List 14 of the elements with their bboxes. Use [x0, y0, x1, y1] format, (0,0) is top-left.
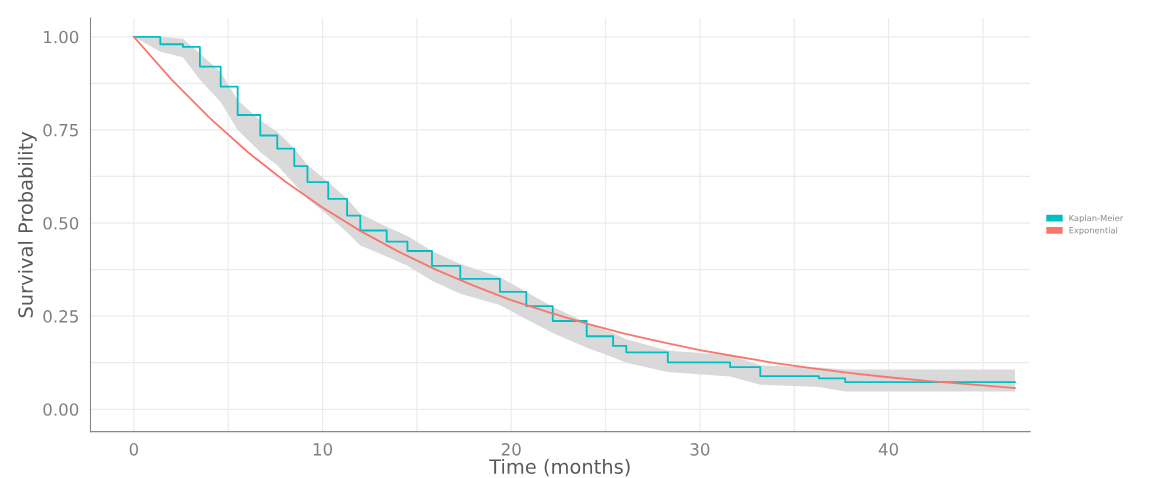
- y-tick-label: 1.00: [44, 30, 79, 44]
- x-tick-label: 0: [129, 443, 139, 456]
- legend-label: Exponential: [1069, 226, 1118, 236]
- y-tick-label: 0.50: [43, 217, 79, 230]
- x-tick-label: 30: [690, 443, 710, 456]
- x-axis-title: Time (months): [489, 458, 630, 477]
- y-tick-label: 0.00: [43, 403, 79, 416]
- y-tick-label: 0.25: [43, 310, 78, 323]
- y-axis-title: Survival Probability: [17, 131, 37, 318]
- x-tick-label: 40: [878, 443, 899, 456]
- legend-label: Kaplan-Meier: [1069, 214, 1124, 223]
- x-tick-label: 20: [501, 443, 521, 456]
- y-tick-label: 0.75: [43, 123, 78, 137]
- x-tick-label: 10: [313, 443, 333, 456]
